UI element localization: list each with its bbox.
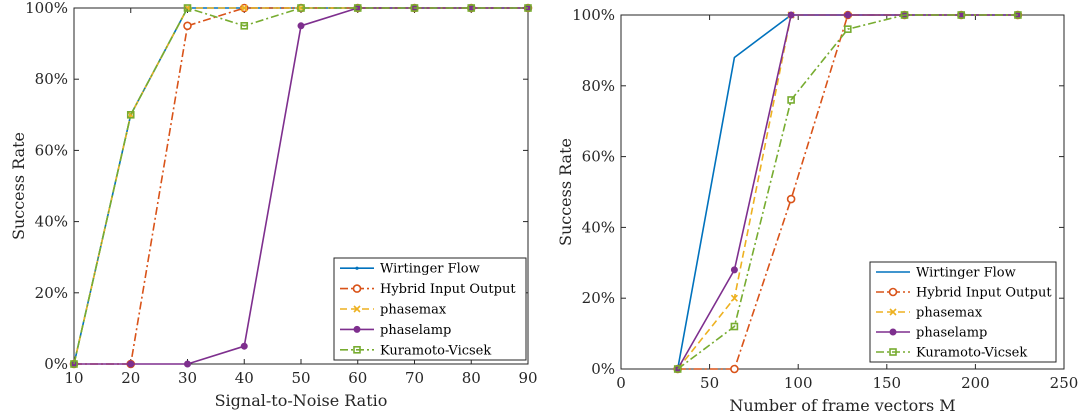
data-point <box>467 4 476 12</box>
data-point <box>786 194 796 204</box>
legend-marker <box>889 308 897 316</box>
data-point <box>127 111 135 119</box>
legend-marker <box>889 348 897 356</box>
data-point <box>240 21 249 30</box>
data-point <box>184 360 191 368</box>
data-point <box>183 21 192 31</box>
data-point <box>70 360 78 368</box>
x-tick-label: 200 <box>961 374 990 392</box>
legend-label: Hybrid Input Output <box>380 282 516 297</box>
data-point <box>730 364 739 374</box>
legend-marker <box>355 266 359 270</box>
legend-label: phaselamp <box>380 323 451 338</box>
x-tick-label: 70 <box>405 369 424 387</box>
series-line <box>677 14 1018 370</box>
y-tick-label: 40% <box>582 218 615 236</box>
data-point <box>957 11 966 19</box>
series-kuramoto-vicsek <box>673 11 1022 373</box>
data-point <box>240 342 248 350</box>
legend-label: phaselamp <box>916 326 987 341</box>
x-tick-label: 90 <box>518 369 537 387</box>
data-point <box>410 4 419 12</box>
legend-label: Kuramoto-Vicsek <box>916 346 1027 361</box>
x-tick-label: 250 <box>1050 374 1078 392</box>
chart-2: 0 50 100 150 200 250 0% 20% 40% 60% 80% 100% Number … <box>556 6 1078 415</box>
x-tick-label: 80 <box>462 369 481 387</box>
legend-marker <box>353 325 361 333</box>
data-point <box>297 22 305 30</box>
data-point <box>127 360 135 368</box>
x-tick-label: 60 <box>348 369 367 387</box>
y-tick-label: 80% <box>35 70 68 88</box>
y-axis-label: Success Rate <box>9 132 28 240</box>
y-tick-label: 100% <box>572 6 615 24</box>
legend-marker <box>889 328 897 336</box>
y-tick-label: 20% <box>582 289 615 307</box>
x-tick-label: 30 <box>178 369 197 387</box>
x-axis-label: Signal-to-Noise Ratio <box>215 391 388 410</box>
data-point <box>353 4 362 12</box>
data-point <box>730 294 738 302</box>
legend-box <box>869 261 1057 363</box>
data-point <box>673 365 682 373</box>
y-tick-label: 0% <box>44 355 68 373</box>
data-point <box>297 4 305 12</box>
x-tick-label: 40 <box>235 369 254 387</box>
legend-marker <box>888 287 898 297</box>
data-point <box>730 266 738 274</box>
x-tick-label: 50 <box>291 369 310 387</box>
legend-label: Wirtinger Flow <box>380 262 480 277</box>
legend-marker <box>353 345 361 354</box>
data-point <box>297 4 305 12</box>
x-tick-label: 0 <box>616 374 626 392</box>
data-point <box>1014 11 1022 19</box>
data-point <box>787 11 795 19</box>
data-point <box>183 4 192 12</box>
data-point <box>730 322 739 331</box>
series-kuramoto-vicsek <box>70 4 532 368</box>
legend: Wirtinger Flow Hybrid Input Output phasema… <box>333 257 527 361</box>
y-tick-label: 100% <box>25 0 68 17</box>
legend-label: Hybrid Input Output <box>916 286 1052 301</box>
y-tick-label: 60% <box>35 141 68 159</box>
legend-marker <box>353 305 361 313</box>
legend-label: Kuramoto-Vicsek <box>380 343 491 358</box>
x-tick-label: 50 <box>700 374 719 392</box>
data-point <box>183 4 192 12</box>
legend: Wirtinger Flow Hybrid Input Output phasema… <box>869 261 1057 363</box>
y-axis-label: Success Rate <box>556 138 575 246</box>
x-axis-label: Number of frame vectors M <box>729 396 955 415</box>
x-tick-label: 100 <box>784 374 813 392</box>
x-tick-label: 20 <box>121 369 140 387</box>
y-tick-label: 0% <box>591 360 615 378</box>
legend-label: phasemax <box>380 303 447 318</box>
data-point <box>240 4 248 12</box>
legend-label: phasemax <box>916 306 983 321</box>
y-tick-label: 20% <box>35 284 68 302</box>
x-tick-label: 150 <box>872 374 901 392</box>
y-tick-label: 60% <box>582 148 615 166</box>
data-point <box>126 111 135 119</box>
data-point <box>900 11 909 19</box>
series-line <box>73 7 528 365</box>
x-tick-label: 10 <box>64 369 83 387</box>
data-point <box>524 4 532 12</box>
data-point <box>844 25 852 33</box>
legend-marker <box>352 284 362 293</box>
data-point <box>844 11 852 19</box>
chart-1: 10 20 30 40 50 60 70 80 90 0% 20% 40% 60% 80% 100% Sign… <box>9 0 538 410</box>
y-tick-label: 80% <box>582 77 615 95</box>
y-tick-label: 40% <box>35 213 68 231</box>
data-point <box>787 96 795 104</box>
legend-label: Wirtinger Flow <box>916 266 1016 281</box>
